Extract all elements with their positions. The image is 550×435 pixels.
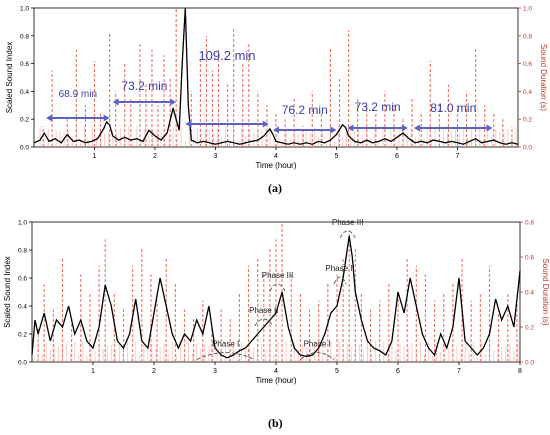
y-tick-label: 0.8: [18, 248, 27, 255]
x-tick-label: 2: [153, 153, 157, 160]
phase-label: Phase III: [332, 218, 364, 227]
interval-label: 81.0 min: [430, 101, 476, 115]
sound-index-line: [31, 235, 521, 359]
y-axis-right: 0.0 0.2 0.4 0.6 0.8 1.0: [518, 6, 532, 152]
x-axis-label: Time (hour): [255, 376, 296, 385]
x-tick-label: 6: [395, 153, 399, 160]
x-axis: 1 2 3 4 5 6 7 8: [91, 362, 522, 375]
phase-label: Phase I: [212, 340, 239, 349]
y2-tick-label: 0.0: [525, 360, 534, 367]
interval-arrow-head-left: [413, 124, 420, 132]
interval-arrow-head-right: [103, 114, 110, 122]
sound-index-line: [33, 7, 519, 145]
x-tick-label: 1: [91, 368, 95, 375]
y-tick-label: 0.2: [18, 332, 27, 339]
y-tick-label: 1.0: [20, 6, 29, 13]
interval-arrow-head-right: [262, 120, 269, 128]
x-tick-label: 5: [335, 153, 339, 160]
y-axis-label-left: Scaled Sound Index: [3, 256, 12, 328]
phase-bracket: [254, 318, 274, 327]
y2-tick-label: 0.4: [525, 290, 534, 297]
panel-a-label: (a): [268, 181, 282, 195]
x-tick-label: 7: [456, 153, 460, 160]
y-axis-label-left: Scaled Sound Index: [5, 42, 14, 114]
y-tick-label: 0.2: [20, 117, 29, 124]
phase-bracket: [196, 352, 255, 361]
y-tick-label: 0.6: [18, 276, 27, 283]
x-axis-label: Time (hour): [255, 161, 296, 170]
x-tick-label: 3: [214, 153, 218, 160]
phase-bracket: [300, 352, 335, 360]
interval-label: 109.2 min: [198, 48, 255, 63]
interval-label: 68.9 min: [59, 89, 97, 100]
y2-tick-label: 1.0: [523, 6, 532, 13]
x-tick-label: 3: [213, 368, 217, 375]
interval-arrow-head-right: [330, 126, 337, 134]
y-axis-right: 0.0 0.2 0.4 0.6 0.8: [520, 220, 534, 367]
y-axis-label-right: Sound Duration (s): [541, 258, 550, 325]
interval-arrow-head-left: [272, 126, 279, 134]
y-axis-label-right: Sound Duration (s): [539, 44, 548, 111]
panel-b-label: (b): [268, 416, 283, 430]
phase-label: Phase II: [325, 264, 354, 273]
interval-arrow-head-right: [486, 124, 493, 132]
interval-arrow-head-left: [112, 98, 119, 106]
y2-tick-label: 0.6: [525, 255, 534, 262]
panel-a-chart: 1 2 3 4 5 6 7 Time (hour) 0.0 0.2 0.4 0.6 0.8 1.0 Scal…: [5, 6, 548, 171]
interval-arrow-head-right: [401, 124, 408, 132]
y-axis-left: 0.0 0.2 0.4 0.6 0.8 1.0: [20, 6, 34, 152]
phase-label: Phase I: [304, 340, 331, 349]
phase-label: Phase III: [262, 271, 294, 280]
y-tick-label: 1.0: [18, 220, 27, 227]
interval-label: 73.2 min: [121, 79, 167, 93]
y-tick-label: 0.0: [18, 360, 27, 367]
interval-arrow-head-left: [347, 124, 354, 132]
y-axis-left: 0.0 0.2 0.4 0.6 0.8 1.0: [18, 220, 32, 367]
x-tick-label: 7: [457, 368, 461, 375]
x-tick-label: 5: [335, 368, 339, 375]
phase-annotations: Phase I Phase II Phase III Phase I Phase II P…: [196, 218, 364, 361]
x-tick-label: 6: [396, 368, 400, 375]
x-tick-label: 8: [518, 368, 522, 375]
phase-label: Phase II: [249, 306, 278, 315]
x-axis: 1 2 3 4 5 6 7: [93, 147, 460, 160]
y-tick-label: 0.4: [18, 304, 27, 311]
y-tick-label: 0.0: [20, 145, 29, 152]
y2-tick-label: 0.2: [525, 325, 534, 332]
interval-arrow-head-right: [170, 98, 177, 106]
y-tick-label: 0.6: [20, 61, 29, 68]
interval-arrow-head-left: [185, 120, 192, 128]
panel-b-chart: 1 2 3 4 5 6 7 8 Time (hour) 0.0 0.2 0.4 0.6 0.8 1.0 Sca…: [3, 218, 550, 385]
y-tick-label: 0.4: [20, 89, 29, 96]
y2-tick-label: 0.4: [523, 89, 532, 96]
y-tick-label: 0.8: [20, 33, 29, 40]
phase-bracket: [333, 276, 347, 285]
phase-bracket: [339, 230, 356, 239]
interval-label: 73.2 min: [355, 100, 401, 114]
interval-annotations: 68.9 min 73.2 min 109.2 min 76.2 min 73.2 mi…: [46, 48, 493, 134]
y2-tick-label: 0.8: [523, 33, 532, 40]
x-tick-label: 4: [274, 153, 278, 160]
y2-tick-label: 0.0: [523, 145, 532, 152]
y2-tick-label: 0.8: [525, 220, 534, 227]
duration-series: [37, 222, 518, 362]
interval-label: 76.2 min: [282, 103, 328, 117]
interval-arrow-head-left: [46, 114, 53, 122]
x-tick-label: 2: [152, 368, 156, 375]
x-tick-label: 4: [274, 368, 278, 375]
y2-tick-label: 0.2: [523, 117, 532, 124]
y2-tick-label: 0.6: [523, 61, 532, 68]
plot-frame: [33, 7, 519, 148]
phase-bracket: [269, 283, 286, 292]
x-tick-label: 1: [93, 153, 97, 160]
